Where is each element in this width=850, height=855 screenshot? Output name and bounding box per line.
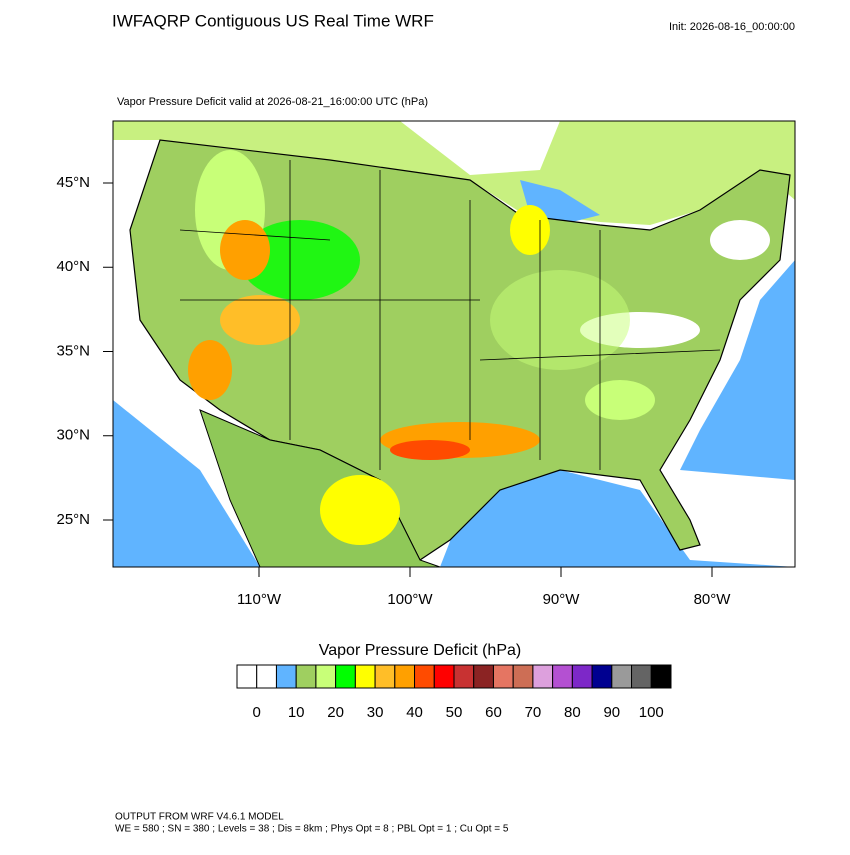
lon-label: 110°W [237, 591, 282, 608]
lat-label: 25°N [56, 511, 90, 528]
colorbar-box [354, 664, 376, 689]
colorbar-box [236, 664, 258, 689]
colorbar-box [315, 664, 337, 689]
lat-label: 45°N [56, 174, 90, 191]
colorbar-label: 70 [525, 704, 542, 721]
colorbar-box [631, 664, 652, 689]
colorbar-box [591, 664, 613, 689]
colorbar-title: Vapor Pressure Deficit (hPa) [319, 642, 521, 659]
colorbar-label: 100 [639, 704, 664, 721]
lat-label: 30°N [56, 427, 90, 444]
colorbar-box [532, 664, 554, 689]
footer-line: WE = 580 ; SN = 380 ; Levels = 38 ; Dis … [115, 824, 509, 835]
colorbar-box [571, 664, 593, 689]
map-frame [112, 120, 796, 568]
colorbar-box [275, 664, 297, 689]
colorbar-box [453, 664, 475, 689]
graticule-labels: 45°N 40°N 35°N 30°N 25°N 110°W 100°W 90°W 80°W [56, 174, 731, 608]
colorbar-label: 0 [253, 704, 261, 721]
colorbar-label: 60 [485, 704, 502, 721]
colorbar-label: 30 [367, 704, 384, 721]
subtitle: Vapor Pressure Deficit valid at 2026-08-… [117, 96, 428, 108]
colorbar-label: 20 [327, 704, 344, 721]
colorbar-box [414, 664, 435, 689]
map [113, 121, 795, 567]
lat-label: 40°N [56, 258, 90, 275]
colorbar: 0 10 20 30 40 50 60 70 80 90 100 [236, 664, 672, 721]
colorbar-box [394, 664, 416, 689]
colorbar-label: 90 [603, 704, 620, 721]
colorbar-box [256, 664, 277, 689]
colorbar-box [552, 664, 573, 689]
colorbar-box [512, 664, 534, 689]
lon-label: 100°W [387, 591, 433, 608]
colorbar-box [433, 664, 455, 689]
colorbar-box [611, 664, 633, 689]
colorbar-label: 40 [406, 704, 423, 721]
colorbar-box [335, 664, 356, 689]
colorbar-box [374, 664, 396, 689]
colorbar-box [473, 664, 494, 689]
colorbar-label: 50 [446, 704, 463, 721]
lon-label: 80°W [694, 591, 732, 608]
init-time: Init: 2026-08-16_00:00:00 [669, 21, 795, 33]
colorbar-box [650, 664, 672, 689]
colorbar-box [295, 664, 317, 689]
lon-label: 90°W [543, 591, 581, 608]
lat-label: 35°N [56, 342, 90, 359]
footer-line: OUTPUT FROM WRF V4.6.1 MODEL [115, 812, 284, 823]
colorbar-label: 10 [288, 704, 305, 721]
colorbar-box [492, 664, 514, 689]
title: IWFAQRP Contiguous US Real Time WRF [112, 11, 434, 30]
colorbar-label: 80 [564, 704, 581, 721]
